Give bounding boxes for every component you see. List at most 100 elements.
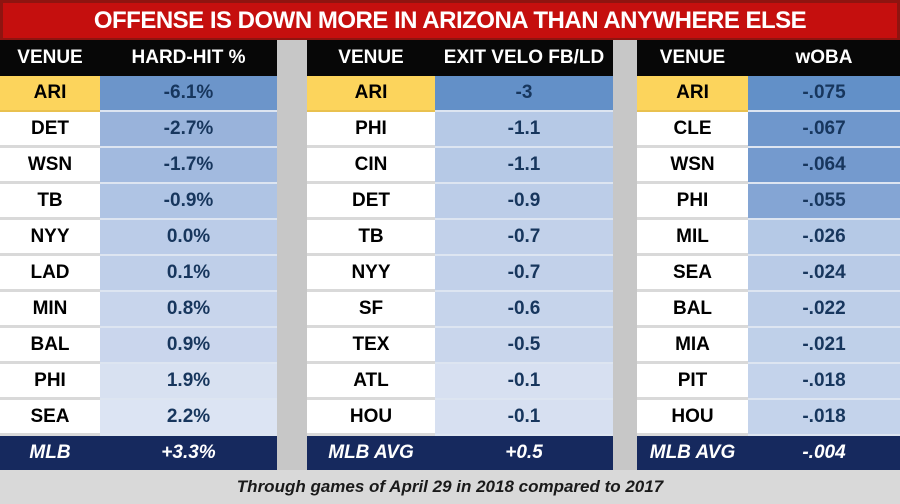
venue-column-header: VENUE — [338, 47, 404, 68]
table-divider — [277, 40, 307, 470]
summary-venue-cell: MLB AVG — [649, 442, 736, 463]
table-row: MIL -.026 — [637, 220, 900, 256]
venue-cell: DET — [307, 184, 435, 220]
venue-cell: TB — [307, 220, 435, 256]
table-hard-hit-pct: VENUE HARD-HIT % ARI -6.1% DET -2.7% WSN -1.7… — [0, 40, 277, 470]
value-cell: -.018 — [748, 364, 900, 400]
value-cell: -0.7 — [435, 220, 613, 256]
table-row: WSN -.064 — [637, 148, 900, 184]
venue-cell: PHI — [0, 364, 100, 400]
value-cell: -.055 — [748, 184, 900, 220]
metric-column-header: wOBA — [795, 47, 853, 68]
value-cell: -.021 — [748, 328, 900, 364]
table-row: SEA -.024 — [637, 256, 900, 292]
venue-cell: CIN — [307, 148, 435, 184]
page-title: OFFENSE IS DOWN MORE IN ARIZONA THAN ANY… — [93, 6, 807, 34]
venue-cell: PHI — [307, 112, 435, 148]
table-row: ARI -6.1% — [0, 76, 277, 112]
value-cell: -.067 — [748, 112, 900, 148]
value-cell: 0.0% — [100, 220, 277, 256]
venue-cell: ATL — [307, 364, 435, 400]
table-body: ARI -.075 CLE -.067 WSN -.064 PHI -.055 MIL -.026… — [637, 76, 900, 436]
table-divider — [613, 40, 637, 470]
table-row: DET -2.7% — [0, 112, 277, 148]
table-row: ARI -.075 — [637, 76, 900, 112]
venue-cell: MIA — [637, 328, 748, 364]
table-body: ARI -3 PHI -1.1 CIN -1.1 DET -0.9 TB -0.7 NYY -0.7 S… — [307, 76, 613, 436]
table-header-row: VENUE HARD-HIT % — [0, 40, 277, 76]
value-cell: -.018 — [748, 400, 900, 436]
value-cell: -1.1 — [435, 112, 613, 148]
venue-cell: SEA — [0, 400, 100, 436]
venue-cell: ARI — [0, 76, 100, 112]
venue-cell: SF — [307, 292, 435, 328]
tables-area: VENUE HARD-HIT % ARI -6.1% DET -2.7% WSN -1.7… — [0, 40, 900, 470]
table-row: TB -0.9% — [0, 184, 277, 220]
value-cell: 0.9% — [100, 328, 277, 364]
table-row: CIN -1.1 — [307, 148, 613, 184]
table-row: WSN -1.7% — [0, 148, 277, 184]
table-row: HOU -.018 — [637, 400, 900, 436]
table-body: ARI -6.1% DET -2.7% WSN -1.7% TB -0.9% NYY 0.0% LA… — [0, 76, 277, 436]
venue-cell: WSN — [637, 148, 748, 184]
venue-cell: LAD — [0, 256, 100, 292]
value-cell: -1.7% — [100, 148, 277, 184]
table-row: PHI -1.1 — [307, 112, 613, 148]
table-row: CLE -.067 — [637, 112, 900, 148]
table-row: HOU -0.1 — [307, 400, 613, 436]
value-cell: -6.1% — [100, 76, 277, 112]
title-banner: OFFENSE IS DOWN MORE IN ARIZONA THAN ANY… — [0, 0, 900, 40]
footer: Through games of April 29 in 2018 compar… — [0, 470, 900, 504]
value-cell: -0.5 — [435, 328, 613, 364]
metric-column-header: HARD-HIT % — [131, 47, 246, 68]
value-cell: -.024 — [748, 256, 900, 292]
venue-column-header: VENUE — [659, 47, 726, 68]
venue-cell: BAL — [637, 292, 748, 328]
table-row: TEX -0.5 — [307, 328, 613, 364]
value-cell: 2.2% — [100, 400, 277, 436]
value-cell: -2.7% — [100, 112, 277, 148]
mlb-summary-row: MLB AVG -.004 — [637, 436, 900, 470]
table-row: TB -0.7 — [307, 220, 613, 256]
venue-cell: NYY — [307, 256, 435, 292]
table-row: ATL -0.1 — [307, 364, 613, 400]
venue-cell: PHI — [637, 184, 748, 220]
table-row: PIT -.018 — [637, 364, 900, 400]
summary-value-cell: -.004 — [802, 442, 846, 463]
venue-column-header: VENUE — [17, 47, 83, 68]
table-row: BAL 0.9% — [0, 328, 277, 364]
venue-cell: CLE — [637, 112, 748, 148]
venue-cell: TEX — [307, 328, 435, 364]
table-exit-velo: VENUE EXIT VELO FB/LD ARI -3 PHI -1.1 CIN -1.… — [307, 40, 613, 470]
venue-cell: PIT — [637, 364, 748, 400]
venue-cell: HOU — [637, 400, 748, 436]
value-cell: 0.8% — [100, 292, 277, 328]
value-cell: -0.1 — [435, 400, 613, 436]
value-cell: -1.1 — [435, 148, 613, 184]
summary-venue-cell: MLB AVG — [328, 442, 414, 463]
table-woba: VENUE wOBA ARI -.075 CLE -.067 WSN -.064 PHI -.… — [637, 40, 900, 470]
value-cell: -.022 — [748, 292, 900, 328]
mlb-summary-row: MLB AVG +0.5 — [307, 436, 613, 470]
value-cell: -0.6 — [435, 292, 613, 328]
venue-cell: NYY — [0, 220, 100, 256]
table-row: PHI -.055 — [637, 184, 900, 220]
table-header-row: VENUE wOBA — [637, 40, 900, 76]
value-cell: -.075 — [748, 76, 900, 112]
venue-cell: DET — [0, 112, 100, 148]
venue-cell: MIN — [0, 292, 100, 328]
table-row: NYY 0.0% — [0, 220, 277, 256]
table-row: SEA 2.2% — [0, 400, 277, 436]
venue-cell: SEA — [637, 256, 748, 292]
venue-cell: MIL — [637, 220, 748, 256]
venue-cell: ARI — [637, 76, 748, 112]
metric-column-header: EXIT VELO FB/LD — [443, 47, 605, 68]
footer-caption: Through games of April 29 in 2018 compar… — [236, 477, 664, 496]
summary-value-cell: +3.3% — [161, 442, 216, 463]
value-cell: -.064 — [748, 148, 900, 184]
summary-value-cell: +0.5 — [505, 442, 543, 463]
summary-venue-cell: MLB — [29, 442, 71, 463]
table-row: BAL -.022 — [637, 292, 900, 328]
table-row: SF -0.6 — [307, 292, 613, 328]
value-cell: 0.1% — [100, 256, 277, 292]
